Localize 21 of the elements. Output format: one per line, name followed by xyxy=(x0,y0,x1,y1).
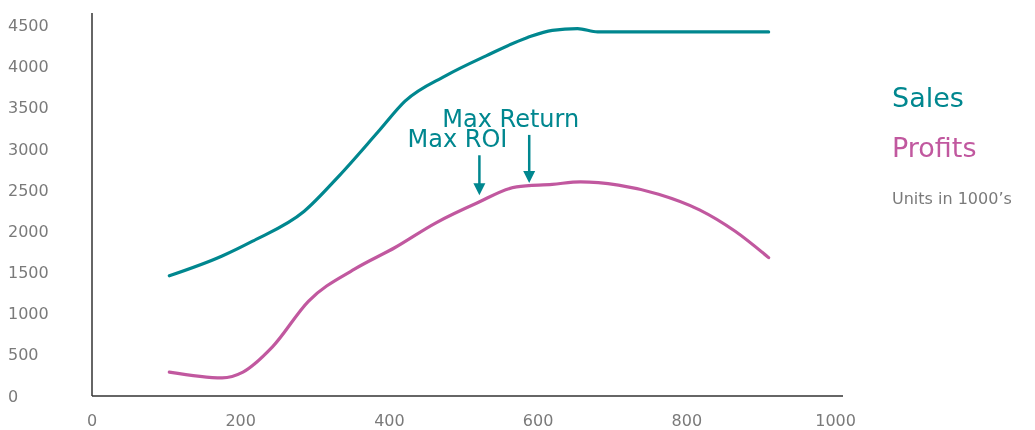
line-series xyxy=(167,27,771,278)
y-tick-label: 0 xyxy=(8,386,19,406)
y-tick-label: 3000 xyxy=(8,139,49,159)
text: Sales xyxy=(892,82,964,113)
y-tick-label: 4500 xyxy=(8,15,49,35)
x-tick-label: 0 xyxy=(86,410,98,430)
x-tick-label: 600 xyxy=(522,410,554,430)
text: Profits xyxy=(892,132,977,163)
y-tick-label: 4000 xyxy=(8,57,49,77)
x-tick-label: 200 xyxy=(225,410,256,430)
y-tick-label: 1000 xyxy=(8,304,49,324)
y-tick-label: 2000 xyxy=(8,221,49,241)
y-tick-label: 3500 xyxy=(8,98,49,118)
text: Units in 1000’s xyxy=(892,188,1012,208)
x-tick-label: 1000 xyxy=(815,410,856,430)
y-tick-label: 2500 xyxy=(8,180,49,200)
x-tick-label: 800 xyxy=(671,410,703,430)
y-tick-label: 500 xyxy=(8,345,39,365)
x-tick-label: 400 xyxy=(374,410,405,430)
line-series xyxy=(167,180,771,380)
y-tick-label: 1500 xyxy=(8,263,49,283)
